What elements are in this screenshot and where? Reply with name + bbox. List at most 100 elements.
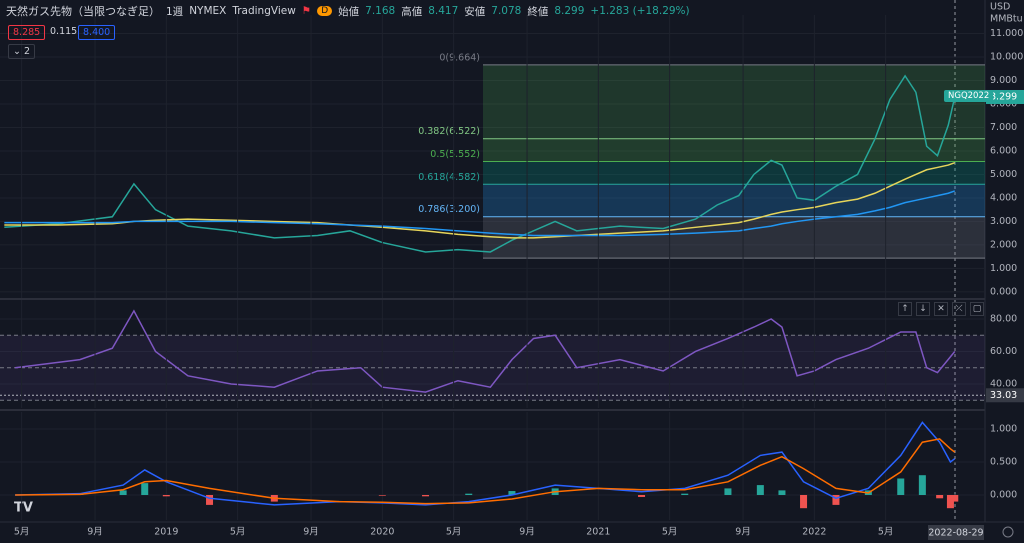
x-tick-label: 9月 <box>87 527 103 538</box>
histogram-bar <box>778 490 786 495</box>
y-tick-label: 1.000 <box>990 424 1017 435</box>
histogram-bar <box>951 494 959 502</box>
source: TradingView <box>232 5 296 17</box>
histogram-bar <box>465 493 473 495</box>
close-value: 8.299 <box>554 5 585 17</box>
close-label: 終値 <box>527 5 549 18</box>
histogram-bar <box>162 494 170 497</box>
histogram-bar <box>946 494 954 509</box>
low-value: 7.078 <box>491 5 522 17</box>
x-tick-label: 9月 <box>735 527 751 538</box>
histogram-bar <box>422 494 430 497</box>
histogram-bar <box>936 494 944 499</box>
open-value: 7.168 <box>365 5 396 17</box>
y-tick-label: 9.000 <box>990 75 1017 86</box>
fib-zone <box>483 138 985 162</box>
fib-zone <box>483 64 985 139</box>
y-tick-label: 0.000 <box>990 286 1017 297</box>
price-label: 8.299 <box>990 91 1017 102</box>
series-line <box>4 74 956 253</box>
interval[interactable]: 1週 <box>166 5 184 18</box>
series-line <box>4 162 956 239</box>
fib-label: 0.5(5.552) <box>430 149 480 160</box>
tv-logo: TV <box>14 501 33 516</box>
spread: 0.115 <box>50 26 78 37</box>
y-tick-label: 3.000 <box>990 216 1017 227</box>
histogram-bar <box>756 485 764 495</box>
y-tick-label: 60.00 <box>990 346 1017 357</box>
x-tick-label: 5月 <box>662 527 678 538</box>
symbol-label: NGQ2022 <box>944 90 994 102</box>
x-tick-label: 5月 <box>446 527 462 538</box>
indicator-count: 2 <box>23 46 31 57</box>
last-value-label: 33.03 <box>990 390 1017 401</box>
x-tick-label: 9月 <box>519 527 535 538</box>
histogram-bar <box>508 491 516 495</box>
histogram-bar <box>800 494 808 509</box>
move-up[interactable]: ↑ <box>898 302 912 316</box>
unit: MMBtu <box>990 14 1023 25</box>
y-tick-label: 80.00 <box>990 314 1017 325</box>
date-box <box>928 525 984 540</box>
y-tick-label: 7.000 <box>990 122 1017 133</box>
histogram-bar <box>681 493 689 495</box>
fib-label: 0(9.664) <box>439 52 480 63</box>
fib-label: 0.382(6.522) <box>418 126 480 137</box>
symbol-title: 天然ガス先物（当限つなぎ足） <box>6 5 160 18</box>
series-line <box>4 190 956 237</box>
header: 天然ガス先物（当限つなぎ足） 1週 NYMEX TradingView ⚑ D … <box>6 3 690 19</box>
histogram-bar <box>206 494 214 505</box>
last-value-box <box>986 388 1024 403</box>
y-tick-label: 8.000 <box>990 99 1017 110</box>
y-tick-label: 0.000 <box>990 489 1017 500</box>
ask[interactable]: 8.400 <box>78 25 116 40</box>
collapse[interactable]: ⤫ <box>952 302 966 316</box>
y-tick-label: 5.000 <box>990 169 1017 180</box>
x-tick-label: 2021 <box>586 527 610 538</box>
high-value: 8.417 <box>428 5 459 17</box>
y-tick-label: 1.000 <box>990 263 1017 274</box>
y-tick-label: 10.000 <box>990 52 1023 63</box>
y-tick-label: 2.000 <box>990 239 1017 250</box>
y-tick-label: 40.00 <box>990 378 1017 389</box>
close-pane[interactable]: ✕ <box>934 302 948 316</box>
fib-label: 0.786(3.200) <box>418 204 480 215</box>
move-down[interactable]: ↓ <box>916 302 930 316</box>
indicator-toggle[interactable]: ⌄ 2 <box>8 44 36 59</box>
x-tick-label: 5月 <box>878 527 894 538</box>
x-tick-label: 2019 <box>154 527 178 538</box>
delay-badge: D <box>317 6 333 16</box>
series-line <box>15 438 956 505</box>
histogram-bar <box>918 475 926 495</box>
histogram-bar <box>378 494 386 496</box>
flag-icon[interactable]: ⚑ <box>301 5 312 17</box>
currency: USD <box>990 2 1010 13</box>
series-line <box>15 309 956 393</box>
histogram-bar <box>638 494 646 497</box>
exchange: NYMEX <box>189 5 227 17</box>
y-tick-label: 0.500 <box>990 457 1017 468</box>
histogram-bar <box>119 490 127 495</box>
histogram-bar <box>897 478 905 495</box>
bid[interactable]: 8.285 <box>8 25 46 40</box>
fib-label: 0.618(4.582) <box>418 172 480 183</box>
high-label: 高値 <box>401 5 423 18</box>
x-tick-label: 2020 <box>370 527 394 538</box>
change: +1.283 (+18.29%) <box>590 5 690 17</box>
low-label: 安値 <box>464 5 486 18</box>
series-line <box>15 421 956 506</box>
y-tick-label: 11.000 <box>990 28 1023 39</box>
open-label: 始値 <box>338 5 360 18</box>
histogram-bar <box>832 494 840 505</box>
y-tick-label: 6.000 <box>990 145 1017 156</box>
fib-zone <box>483 184 985 217</box>
histogram-bar <box>724 488 732 495</box>
settings-icon[interactable] <box>1002 526 1014 538</box>
x-tick-label: 2022 <box>802 527 826 538</box>
maximize[interactable]: ▢ <box>970 302 984 316</box>
x-tick-label: 5月 <box>14 527 30 538</box>
fib-zone <box>483 161 985 185</box>
cursor-date: 2022-08-29 <box>928 528 983 539</box>
